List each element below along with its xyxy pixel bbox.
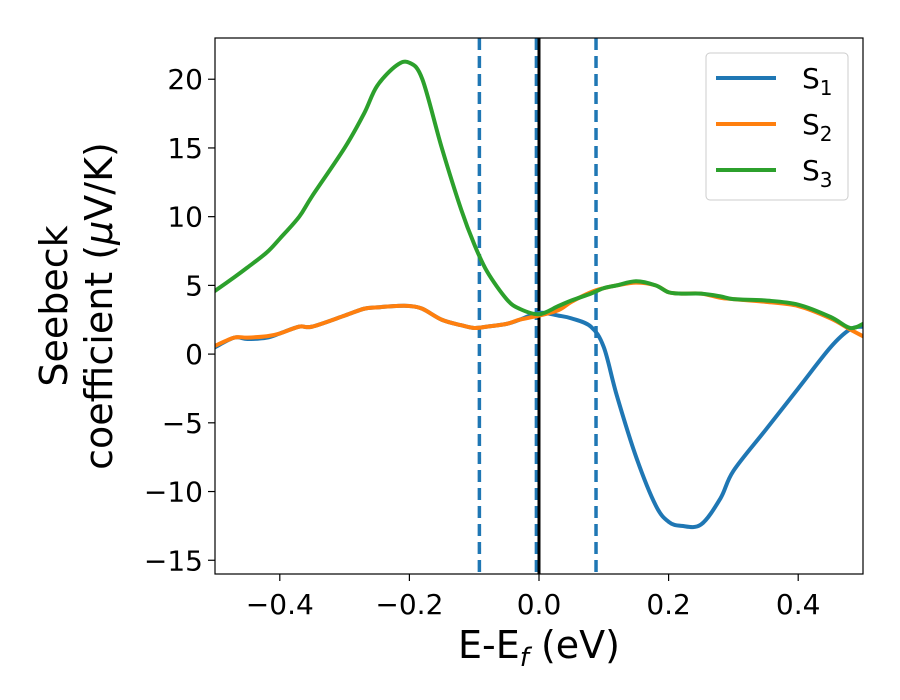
x-tick-label: 0.4 xyxy=(776,588,821,621)
x-tick-label: −0.4 xyxy=(246,588,314,621)
y-axis-label-line1: Seebeck xyxy=(32,225,76,386)
y-tick-label: 5 xyxy=(185,269,203,302)
legend-label-s1: S1 xyxy=(802,62,833,100)
y-tick-label: 0 xyxy=(185,338,203,371)
y-tick-label: −5 xyxy=(162,407,203,440)
legend-label-s3: S3 xyxy=(802,154,833,192)
x-tick-label: 0.2 xyxy=(646,588,691,621)
y-tick-label: −15 xyxy=(144,544,203,577)
y-tick-label: 10 xyxy=(167,201,203,234)
y-tick-label: 20 xyxy=(167,63,203,96)
y-axis-label-line2: coefficient (μV/K) xyxy=(77,142,121,470)
y-axis-label: Seebeck coefficient (μV/K) xyxy=(32,142,121,470)
x-tick-label: −0.2 xyxy=(375,588,443,621)
y-tick-label: 15 xyxy=(167,132,203,165)
legend: S1 S2 S3 xyxy=(705,52,849,201)
legend-label-s2: S2 xyxy=(802,108,833,146)
series-line-s3 xyxy=(215,59,863,331)
series-lines xyxy=(215,59,863,530)
x-axis-label: E-Ef (eV) xyxy=(458,623,620,673)
y-axis-ticks: −15 −10 −5 0 5 10 15 20 xyxy=(144,63,215,577)
vertical-reference-lines xyxy=(477,38,598,574)
legend-box xyxy=(705,52,849,201)
y-tick-label: −10 xyxy=(144,476,203,509)
x-tick-label: 0.0 xyxy=(517,588,562,621)
x-axis-ticks: −0.4 −0.2 0.0 0.2 0.4 xyxy=(246,574,821,621)
